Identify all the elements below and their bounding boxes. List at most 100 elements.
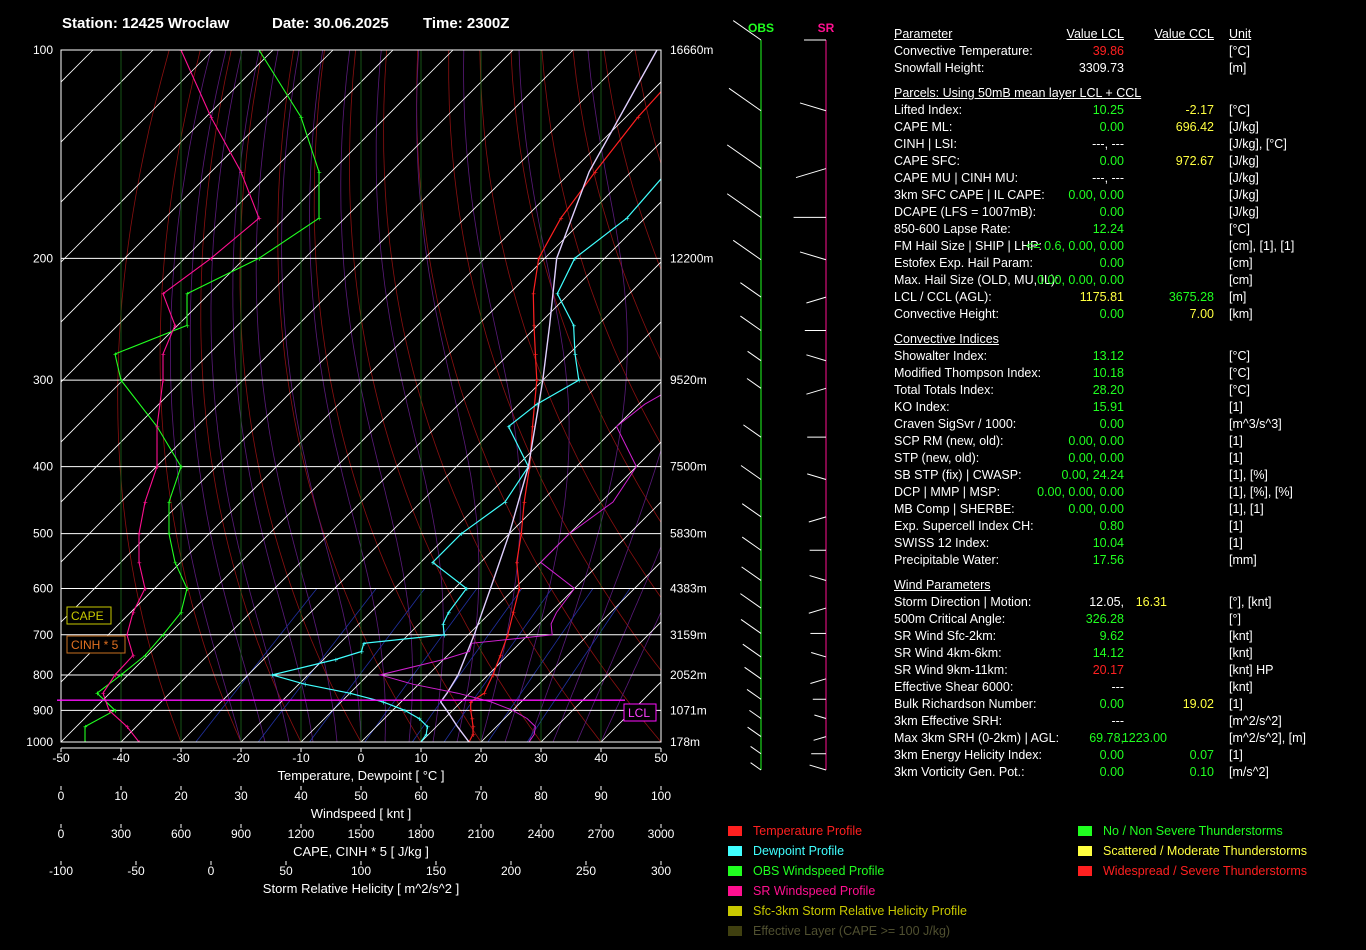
moist-adiabat [210, 50, 290, 742]
dewpoint-line-marker: + [503, 498, 508, 507]
param-value-ccl: 696.42 [1175, 120, 1214, 134]
dry-adiabat [572, 50, 661, 362]
param-value-ccl: 0.10 [1189, 765, 1214, 779]
param-row: CAPE MU | CINH MU: ---, --- [J/kg] [894, 171, 1364, 188]
temperature-line-marker: + [469, 698, 474, 707]
plot-frame [57, 49, 662, 743]
temperature-line-marker: + [491, 671, 496, 680]
height-label: 1071m [670, 703, 707, 717]
param-unit: [1], [%] [1229, 468, 1268, 482]
sr-wind-stick [808, 516, 827, 523]
isotherm [420, 501, 661, 742]
axis-tick-label: -10 [292, 751, 310, 765]
param-value-lcl: 0.00 [1099, 256, 1124, 270]
param-label: SR Wind 9km-11km: [894, 663, 1008, 677]
dewpoint-line-marker: + [403, 706, 408, 715]
sr-windspeed-line-marker: + [137, 738, 142, 747]
isotherm [540, 621, 661, 742]
param-value-lcl: 15.91 [1092, 400, 1124, 414]
param-value-lcl: 9.62 [1099, 629, 1124, 643]
param-value-ccl: 19.02 [1182, 697, 1214, 711]
pressure-label: 300 [33, 373, 53, 387]
sr-wind-stick [807, 473, 827, 480]
param-unit: [1] [1229, 434, 1243, 448]
cape-cinh-boxes: CAPE CINH * 5 LCL [66, 606, 657, 722]
param-value-lcl: ---, --- [1092, 137, 1124, 151]
height-label: 16660m [670, 43, 713, 57]
param-section: Parcels: Using 50mB mean layer LCL + CCL [894, 86, 1364, 103]
axis-title: Temperature, Dewpoint [ °C ] [277, 768, 444, 783]
date-title: Date: 30.06.2025 [272, 15, 389, 32]
param-label: SB STP (fix) | CWASP: [894, 468, 1022, 482]
param-value-lcl: 17.56 [1092, 553, 1124, 567]
sr-windspeed-line-marker: + [179, 46, 184, 55]
dewpoint-line-marker: + [442, 631, 447, 640]
param-unit: [mm] [1229, 553, 1257, 567]
moist-adiabat [169, 50, 242, 742]
dewpoint-line-marker: + [555, 290, 560, 299]
height-label: 178m [670, 735, 700, 749]
param-value-lcl: 0.00 [1099, 748, 1124, 762]
dry-adiabat [239, 50, 362, 742]
axis-tick-label: 600 [171, 827, 191, 841]
sr-wind-stick [809, 764, 827, 771]
obs-windspeed-line-marker: + [257, 46, 262, 55]
param-value-lcl: 0.00 [1099, 697, 1124, 711]
param-value-lcl: 12.05, [1089, 595, 1124, 609]
temperature-line [468, 90, 661, 742]
param-unit: [1] [1229, 519, 1243, 533]
obs-windspeed-line-marker: + [299, 113, 304, 122]
sr-windspeed-line-marker: + [257, 214, 262, 223]
lcl-box-label: LCL [628, 706, 650, 720]
skewed-isotherms [61, 50, 661, 742]
pressure-label: 100 [33, 43, 53, 57]
param-value-lcl: 69.78, [1089, 731, 1124, 745]
pressure-label: 1000 [26, 735, 53, 749]
param-value-lcl: 0.00, 0.00 [1068, 434, 1124, 448]
moist-adiabat [309, 50, 386, 742]
param-label: 3km Vorticity Gen. Pot.: [894, 765, 1025, 779]
obs-windspeed-line-marker: + [113, 706, 118, 715]
param-row: DCAPE (LFS = 1007mB): 0.00 [J/kg] [894, 205, 1364, 222]
temperature-line-marker: + [531, 290, 536, 299]
pressure-levels: 100 16660m 200 12200m 300 9520m 400 7500m 500 583… [26, 43, 713, 749]
obs-wind-stick [750, 762, 762, 771]
param-label: CAPE MU | CINH MU: [894, 171, 1019, 185]
param-value-lcl: 0.00, 0.00 [1068, 188, 1124, 202]
dewpoint-line-marker: + [381, 698, 386, 707]
axis-tick-label: 2400 [528, 827, 555, 841]
temperature-line-marker: + [506, 631, 511, 640]
param-label: Convective Height: [894, 307, 999, 321]
param-unit: [°C] [1229, 349, 1250, 363]
param-value-lcl: 0.00 [1099, 765, 1124, 779]
param-row: 3km SFC CAPE | IL CAPE: 0.00, 0.00 [J/kg] [894, 188, 1364, 205]
dry-adiabat [448, 50, 661, 672]
axis-tick-label: 30 [534, 751, 548, 765]
obs-windspeed-line-marker: + [317, 214, 322, 223]
temperature-line-marker: + [517, 584, 522, 593]
obs-windspeed-line-marker: + [119, 671, 124, 680]
param-row: Max 3km SRH (0-2km) | AGL: 69.78, 1223.00 [… [894, 731, 1364, 748]
axis-tick-label: 300 [651, 864, 671, 878]
dry-adiabat [159, 50, 242, 742]
axis-tick-label: 0 [58, 789, 65, 803]
param-label: 3km Energy Helicity Index: [894, 748, 1042, 762]
param-label: KO Index: [894, 400, 950, 414]
time-title: Time: 2300Z [423, 15, 509, 32]
param-value-ccl: 972.67 [1175, 154, 1214, 168]
axis-tick-label: -20 [232, 751, 250, 765]
cinh-box [66, 635, 126, 654]
param-value-ccl: 3675.28 [1168, 290, 1214, 304]
param-value-lcl: 0.80 [1099, 519, 1124, 533]
param-row: Convective Height: 0.00 7.00 [km] [894, 307, 1364, 324]
station-title: Station: 12425 Wroclaw [62, 15, 230, 32]
param-value-lcl: --- [1111, 714, 1125, 728]
obs-windspeed-line-marker: + [83, 723, 88, 732]
obs-windspeed-line-marker: + [185, 290, 190, 299]
param-value-lcl: 0.00, 0.00, 0.00 [1037, 485, 1124, 499]
param-unit: [1], [%], [%] [1229, 485, 1293, 499]
dewpoint-line-marker: + [507, 422, 512, 431]
obs-windspeed-line-marker: + [179, 463, 184, 472]
axis-tick-label: 30 [234, 789, 248, 803]
isotherm [61, 141, 661, 742]
